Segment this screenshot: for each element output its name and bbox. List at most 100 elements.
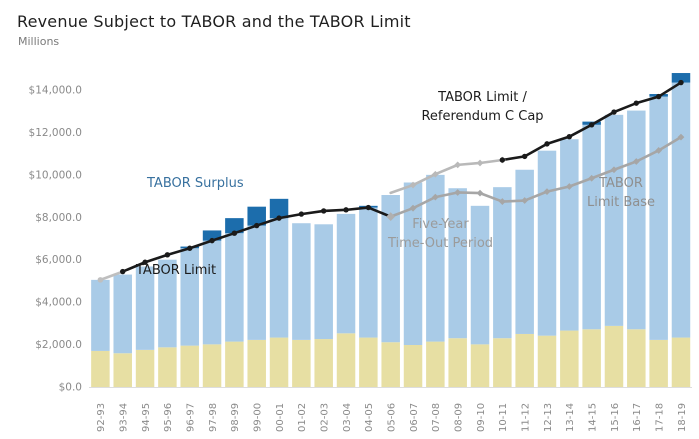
bar-revenue-segment <box>359 207 378 338</box>
y-axis-tick-label: $0.0 <box>59 382 82 394</box>
x-axis-tick-label: 13-14 <box>565 403 576 432</box>
bar-yellow-segment <box>158 347 177 387</box>
annotation-tabor-limit-base-line1: TABOR <box>599 176 643 191</box>
marker-tabor-limit <box>276 215 282 221</box>
bar-revenue-segment <box>426 174 445 342</box>
annotation-five-year-timeout: Five-Year Time-Out Period <box>368 215 513 253</box>
x-axis-tick-label: 16-17 <box>632 403 643 432</box>
marker-limit-base <box>610 166 618 174</box>
marker-limit-base <box>409 204 417 212</box>
marker-limit-base <box>677 133 685 141</box>
marker-tabor-limit <box>120 268 126 275</box>
line-TABOR Limit Base (gray line) <box>389 135 683 218</box>
x-axis-tick-label: 97-98 <box>208 403 219 432</box>
y-axis-tick-label: $14,000.0 <box>29 85 82 97</box>
bar-revenue-segment <box>113 274 132 354</box>
x-axis-tick-label: 14-15 <box>587 403 598 432</box>
bar-yellow-segment <box>560 330 579 387</box>
bar-revenue-segment <box>202 240 222 345</box>
bar-yellow-segment <box>314 339 333 387</box>
bar-yellow-segment <box>336 333 356 387</box>
marker-limit-base <box>543 188 551 196</box>
marker-refc-cap-black <box>655 93 662 100</box>
bar-surplus-cap <box>671 73 691 83</box>
marker-limit-base <box>521 197 529 204</box>
y-axis-tick-label: $2,000.0 <box>35 339 82 351</box>
y-axis-tick-label: $6,000.0 <box>35 254 82 266</box>
chart-subtitle: Millions <box>18 35 60 48</box>
bar-revenue-segment <box>247 225 266 340</box>
x-axis-tick-label: 03-04 <box>342 403 353 432</box>
x-axis-tick-label: 92-93 <box>96 403 107 432</box>
bar-yellow-segment <box>403 344 423 387</box>
bar-revenue-segment <box>515 169 534 334</box>
bar-yellow-segment <box>269 337 289 387</box>
annotation-referendum-c-cap-line1: TABOR Limit / <box>438 90 527 105</box>
marker-tabor-limit <box>209 237 215 244</box>
marker-refc-cap-gray <box>476 159 484 167</box>
x-axis-tick-label: 98-99 <box>230 403 241 432</box>
x-axis-tick-label: 02-03 <box>320 403 331 432</box>
bar-revenue-segment <box>336 213 356 334</box>
bar-revenue-segment <box>403 182 423 345</box>
bar-yellow-segment <box>426 341 445 387</box>
bar-revenue-segment <box>604 114 624 326</box>
annotation-referendum-c-cap: TABOR Limit / Referendum C Cap <box>400 88 565 126</box>
bar-yellow-segment <box>113 353 132 387</box>
x-axis-tick-label: 07-08 <box>431 403 442 432</box>
bar-yellow-segment <box>493 338 512 387</box>
bar-revenue-segment <box>381 195 400 343</box>
marker-refc-cap-black <box>499 157 506 163</box>
marker-tabor-limit <box>254 222 260 229</box>
bar-yellow-segment <box>135 349 155 387</box>
marker-refc-cap-gray <box>431 170 439 178</box>
bar-revenue-segment <box>582 124 601 330</box>
bar-yellow-segment <box>671 337 691 387</box>
marker-tabor-limit <box>187 245 193 251</box>
x-axis-tick-label: 15-16 <box>610 403 621 432</box>
marker-limit-end-diamond <box>386 212 396 222</box>
y-axis-tick-label: $10,000.0 <box>29 169 82 181</box>
bar-yellow-segment <box>202 344 222 387</box>
marker-tabor-limit <box>142 259 148 265</box>
marker-limit-base <box>588 174 596 182</box>
x-axis-tick-label: 09-10 <box>476 403 487 432</box>
y-axis-tick-label: $12,000.0 <box>29 127 82 139</box>
marker-limit-base <box>454 189 462 196</box>
bar-yellow-segment <box>180 345 199 387</box>
bar-surplus-cap <box>247 206 266 226</box>
x-axis-tick-label: 96-97 <box>186 403 197 432</box>
x-axis-tick-label: 01-02 <box>297 403 308 432</box>
bar-yellow-segment <box>649 339 668 387</box>
y-axis-tick-label: $8,000.0 <box>35 212 82 224</box>
marker-tabor-limit <box>164 252 171 258</box>
bar-revenue-segment <box>627 110 646 330</box>
bar-revenue-segment <box>292 223 311 340</box>
marker-refc-cap-black <box>611 109 617 115</box>
bar-revenue-segment <box>269 218 289 338</box>
bar-yellow-segment <box>627 329 646 387</box>
bar-revenue-segment <box>135 266 155 350</box>
x-axis-tick-label: 10-11 <box>498 403 509 432</box>
marker-limit-stub-start <box>97 277 104 283</box>
x-axis-tick-label: 05-06 <box>386 403 397 432</box>
bar-surplus-cap <box>225 218 244 234</box>
marker-limit-base <box>431 193 439 201</box>
marker-limit-base <box>476 189 484 197</box>
marker-tabor-limit <box>298 211 305 217</box>
y-axis-tick-label: $4,000.0 <box>35 297 82 309</box>
line-TABOR Limit start stub (gray) <box>99 270 125 282</box>
bar-revenue-segment <box>314 224 333 340</box>
marker-limit-base <box>655 147 663 154</box>
marker-refc-cap-black <box>566 133 573 140</box>
x-axis-tick-label: 93-94 <box>119 403 130 432</box>
bar-revenue-segment <box>180 248 199 346</box>
bar-yellow-segment <box>381 342 400 387</box>
bar-yellow-segment <box>91 350 110 387</box>
x-axis-tick-label: 06-07 <box>409 403 420 432</box>
annotation-tabor-limit: TABOR Limit <box>136 263 217 278</box>
marker-refc-cap-gray <box>409 181 417 189</box>
bar-yellow-segment <box>448 338 467 387</box>
